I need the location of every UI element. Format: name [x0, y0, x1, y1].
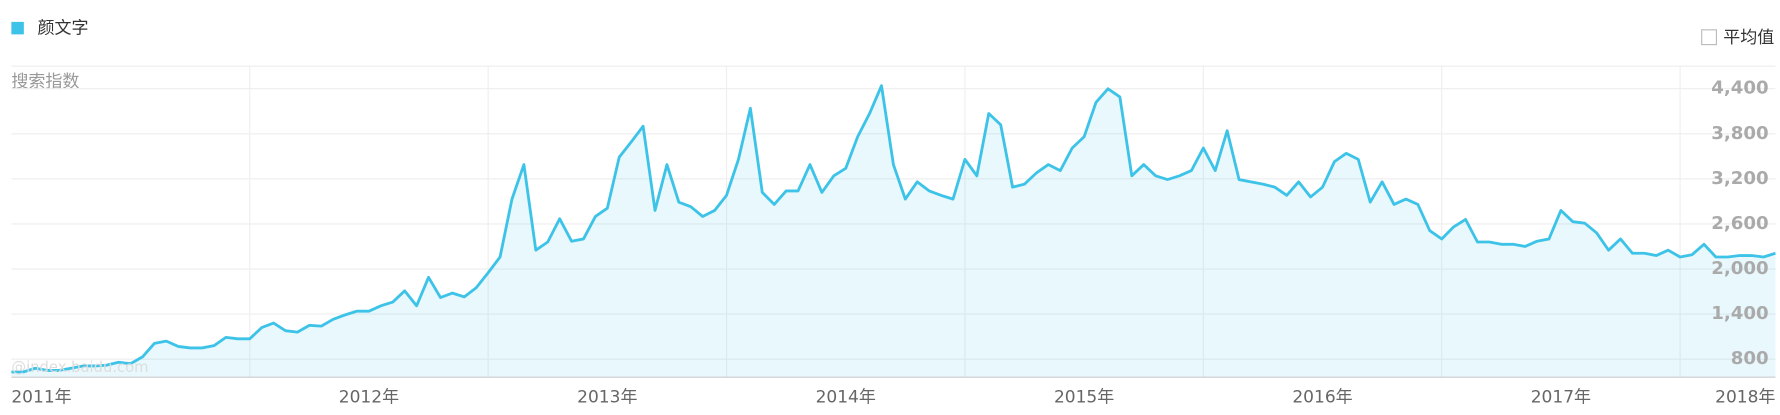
y-tick-label: 4,400: [1711, 78, 1768, 99]
y-tick-label: 3,200: [1711, 168, 1768, 189]
plot: [11, 84, 1776, 378]
legend-label: 颜文字: [37, 19, 88, 39]
y-axis-label: 搜索指数: [11, 72, 79, 92]
x-tick-label: 2017年: [1531, 388, 1591, 408]
y-tick-label: 2,600: [1711, 213, 1768, 234]
x-tick-label: 2018年: [1715, 388, 1775, 408]
legend-swatch: [11, 21, 24, 35]
area: [11, 85, 1776, 378]
x-tick-label: 2011年: [11, 388, 71, 408]
x-tick-label: 2014年: [816, 388, 876, 408]
y-tick-label: 3,800: [1711, 123, 1768, 144]
y-tick-label: 2,000: [1711, 258, 1768, 279]
watermark: @index.baidu.com: [11, 359, 148, 376]
x-tick-label: 2015年: [1054, 388, 1114, 408]
x-tick-label: 2016年: [1292, 388, 1352, 408]
average-checkbox[interactable]: [1701, 29, 1717, 46]
average-label[interactable]: 平均值: [1723, 28, 1774, 48]
line: [11, 84, 1776, 374]
x-tick-label: 2013年: [577, 388, 637, 408]
y-tick-label: 800: [1731, 348, 1769, 369]
labels: 800 1,400 2,000 2,600 3,200 3,800 4,400 2011年 20…: [11, 78, 1775, 408]
y-tick-label: 1,400: [1711, 303, 1768, 324]
x-tick-label: 2012年: [339, 388, 399, 408]
grid: [11, 66, 1776, 378]
